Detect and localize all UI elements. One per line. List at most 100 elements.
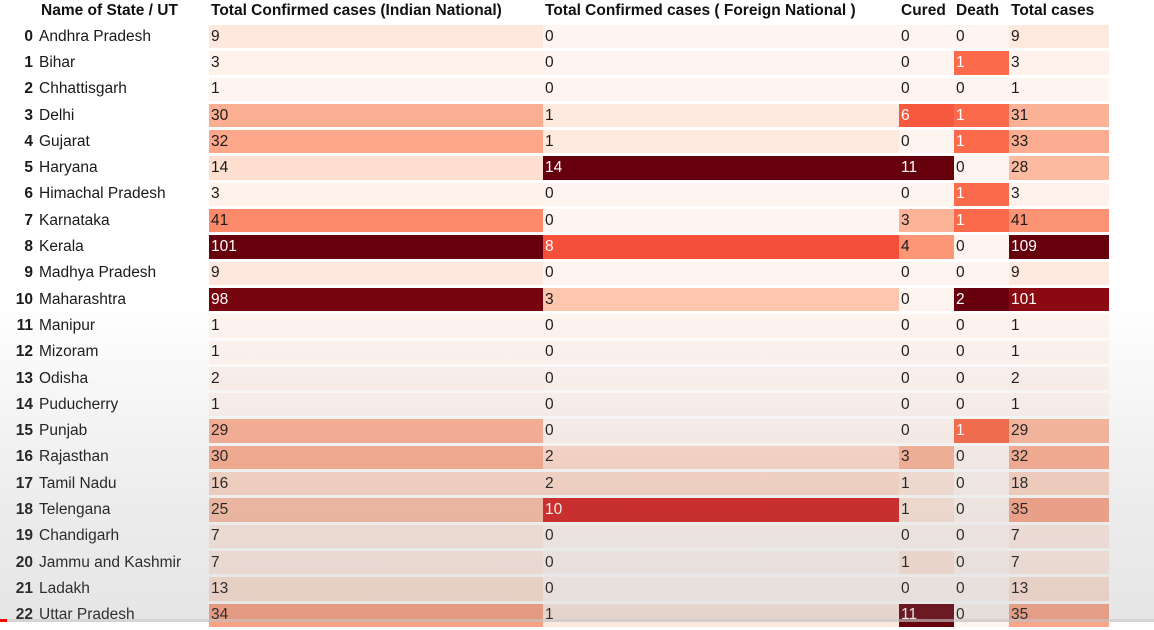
table-row: 8 Kerala 101 8 4 0 109 [0, 235, 1109, 259]
indian-national-cell: 2 [209, 366, 543, 391]
indian-national-cell: 7 [209, 550, 543, 575]
table-row: 19 Chandigarh 7 0 0 0 7 [0, 524, 1109, 548]
indian-national-cell: 7 [209, 524, 543, 548]
state-name: Haryana [39, 159, 98, 177]
indian-national-cell: 14 [209, 156, 543, 180]
foreign-national-cell: 1 [543, 103, 899, 128]
cured-cell: 1 [899, 550, 954, 575]
indian-national-cell: 30 [209, 445, 543, 470]
foreign-national-cell: 14 [543, 156, 899, 180]
death-cell: 0 [954, 472, 1009, 496]
foreign-national-cell: 0 [543, 550, 899, 575]
indian-national-cell: 3 [209, 51, 543, 75]
indian-national-cell: 29 [209, 419, 543, 443]
foreign-national-cell: 0 [543, 261, 899, 285]
table-row: 12 Mizoram 1 0 0 0 1 [0, 340, 1109, 364]
cured-cell: 6 [899, 103, 954, 128]
cured-cell: 3 [899, 445, 954, 470]
foreign-national-cell: 2 [543, 445, 899, 470]
state-name: Odisha [39, 369, 89, 387]
total-cell: 9 [1009, 25, 1109, 49]
header-cured: Cured [901, 2, 946, 19]
indian-national-cell: 101 [209, 235, 543, 259]
table-row: 9 Madhya Pradesh 9 0 0 0 9 [0, 261, 1109, 285]
indian-national-cell: 1 [209, 77, 543, 101]
header-row: Name of State / UT Total Confirmed cases… [0, 0, 1109, 22]
row-index: 22 [15, 606, 33, 624]
death-cell: 0 [954, 156, 1009, 180]
death-cell: 0 [954, 314, 1009, 338]
indian-national-cell: 98 [209, 287, 543, 312]
total-cell: 101 [1009, 287, 1109, 312]
death-cell: 1 [954, 209, 1009, 233]
foreign-national-cell: 0 [543, 393, 899, 417]
cured-cell: 0 [899, 524, 954, 548]
foreign-national-cell: 0 [543, 77, 899, 101]
row-index: 5 [24, 159, 33, 177]
state-name: Chhattisgarh [39, 80, 127, 98]
indian-national-cell: 1 [209, 314, 543, 338]
table-row: 6 Himachal Pradesh 3 0 0 1 3 [0, 182, 1109, 207]
total-cell: 3 [1009, 182, 1109, 207]
row-index: 11 [16, 316, 33, 334]
state-name: Jammu and Kashmir [39, 553, 182, 571]
row-index: 12 [15, 343, 33, 361]
indian-national-cell: 1 [209, 393, 543, 417]
foreign-national-cell: 0 [543, 419, 899, 443]
header-state: Name of State / UT [41, 2, 178, 19]
header-index [0, 0, 39, 22]
total-cell: 28 [1009, 156, 1109, 180]
cured-cell: 11 [899, 156, 954, 180]
cured-cell: 1 [899, 472, 954, 496]
row-index: 21 [15, 579, 33, 597]
state-name: Bihar [39, 53, 76, 71]
foreign-national-cell: 0 [543, 182, 899, 207]
cured-cell: 0 [899, 287, 954, 312]
indian-national-cell: 9 [209, 261, 543, 285]
header-total: Total cases [1011, 2, 1095, 19]
total-cell: 29 [1009, 419, 1109, 443]
state-name: Punjab [39, 422, 88, 440]
state-name: Puducherry [39, 395, 119, 413]
death-cell: 0 [954, 498, 1009, 522]
cured-cell: 3 [899, 209, 954, 233]
state-name: Himachal Pradesh [39, 185, 166, 203]
table-row: 2 Chhattisgarh 1 0 0 0 1 [0, 77, 1109, 101]
cured-cell: 0 [899, 419, 954, 443]
indian-national-cell: 32 [209, 130, 543, 154]
row-index: 10 [15, 290, 33, 308]
death-cell: 1 [954, 182, 1009, 207]
death-cell: 0 [954, 603, 1009, 627]
state-name: Andhra Pradesh [39, 27, 152, 45]
indian-national-cell: 3 [209, 182, 543, 207]
death-cell: 1 [954, 103, 1009, 128]
table-row: 21 Ladakh 13 0 0 0 13 [0, 577, 1109, 601]
indian-national-cell: 1 [209, 340, 543, 364]
state-name: Tamil Nadu [39, 474, 117, 492]
video-progress-bar[interactable] [0, 619, 1154, 622]
cured-cell: 1 [899, 498, 954, 522]
table-row: 15 Punjab 29 0 0 1 29 [0, 419, 1109, 443]
indian-national-cell: 16 [209, 472, 543, 496]
cured-cell: 0 [899, 340, 954, 364]
header-foreign-national: Total Confirmed cases ( Foreign National… [545, 2, 856, 19]
cured-cell: 0 [899, 77, 954, 101]
table-row: 4 Gujarat 32 1 0 1 33 [0, 130, 1109, 154]
total-cell: 1 [1009, 393, 1109, 417]
death-cell: 1 [954, 130, 1009, 154]
row-index: 17 [15, 474, 33, 492]
cured-cell: 0 [899, 393, 954, 417]
state-name: Uttar Pradesh [39, 606, 135, 624]
state-name: Telengana [39, 500, 111, 518]
cured-cell: 0 [899, 366, 954, 391]
cured-cell: 4 [899, 235, 954, 259]
death-cell: 0 [954, 577, 1009, 601]
foreign-national-cell: 0 [543, 340, 899, 364]
total-cell: 35 [1009, 603, 1109, 627]
indian-national-cell: 30 [209, 103, 543, 128]
indian-national-cell: 41 [209, 209, 543, 233]
state-name: Rajasthan [39, 448, 109, 466]
cured-cell: 0 [899, 577, 954, 601]
table-row: 1 Bihar 3 0 0 1 3 [0, 51, 1109, 75]
total-cell: 41 [1009, 209, 1109, 233]
